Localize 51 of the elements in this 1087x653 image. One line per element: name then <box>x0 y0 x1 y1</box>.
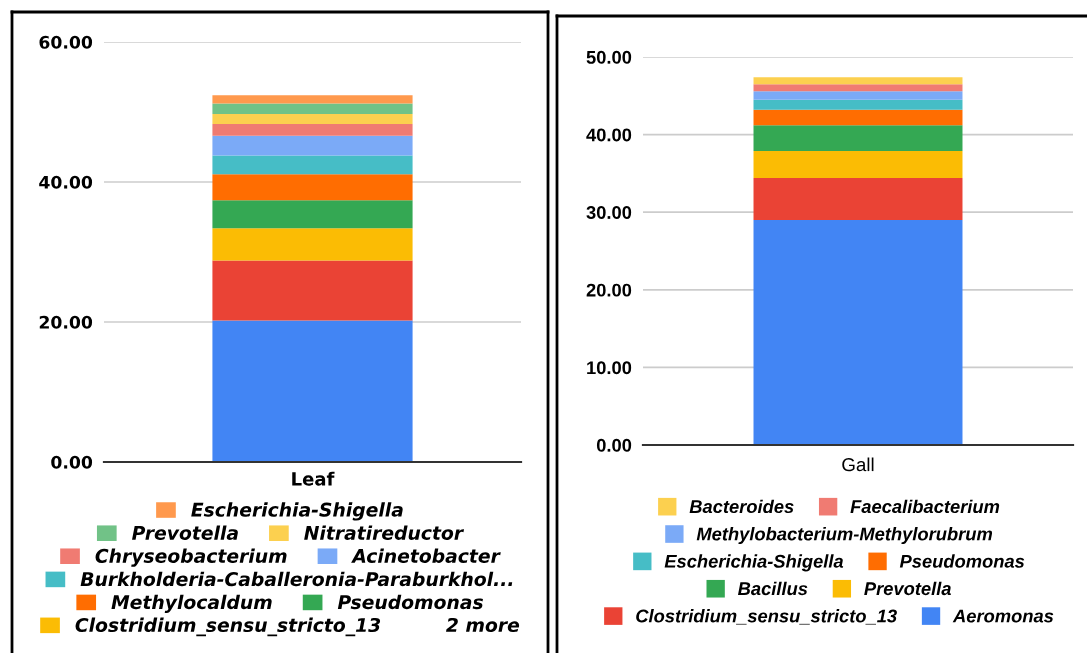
bar <box>212 114 413 124</box>
legend-label: Escherichia-Shigella <box>191 502 403 521</box>
legend-label: Clostridium_sensu_stricto_13 <box>75 617 381 637</box>
bar <box>212 123 413 136</box>
y-tick-label: 20.00 <box>39 315 93 329</box>
y-tick-label: 30.00 <box>586 206 632 220</box>
legend-label: Pseudomonas <box>337 594 483 610</box>
legend-label: Methylocaldum <box>111 594 272 613</box>
y-tick-label: 40.00 <box>39 175 93 189</box>
bar <box>753 150 963 179</box>
y-tick-label: 10.00 <box>587 361 632 375</box>
bar <box>753 219 963 445</box>
bar <box>212 320 413 462</box>
bar <box>753 125 963 151</box>
legend-label: Nitratireductor <box>304 525 465 540</box>
legend-label: Methylobacterium-Methylorubrum <box>696 526 993 545</box>
legend-label: Faecalibacterium <box>850 499 1000 514</box>
legend-label: Bacteroides <box>689 499 794 514</box>
bar <box>212 260 413 321</box>
y-tick-label: 40.00 <box>586 128 632 142</box>
bar <box>212 135 413 156</box>
bar <box>753 77 963 85</box>
legend-label: Prevotella <box>132 525 238 540</box>
y-tick-label: 50.00 <box>586 50 632 64</box>
y-tick-label: 20.00 <box>586 283 632 297</box>
bar <box>753 91 963 100</box>
x-tick-label: Leaf <box>292 471 335 486</box>
y-tick-label: 0.00 <box>51 455 93 469</box>
bar <box>212 95 413 104</box>
bar <box>212 174 413 201</box>
legend-label: Acinetobacter <box>351 548 501 563</box>
legend-label: Pseudomonas <box>899 554 1025 568</box>
bar <box>212 155 413 175</box>
legend-label: Escherichia-Shigella <box>664 554 844 572</box>
legend-label: Aeromonas <box>952 609 1054 623</box>
legend-label: Chryseobacterium <box>95 548 287 567</box>
bar <box>212 103 413 115</box>
legend-label: Prevotella <box>864 581 951 596</box>
legend-label: Bacillus <box>737 581 808 596</box>
legend-label: Clostridium_sensu_stricto_13 <box>636 609 897 625</box>
legend-label: Burkholderia-Caballeronia-Paraburkhol... <box>80 571 513 587</box>
bar <box>753 109 963 126</box>
bar <box>753 178 963 220</box>
y-tick-label: 60.00 <box>39 35 93 49</box>
bar <box>753 84 963 92</box>
y-tick-label: 0.00 <box>596 438 632 452</box>
x-tick-label: Gall <box>842 457 874 472</box>
bar <box>212 228 413 261</box>
bar <box>212 200 413 229</box>
text: 2 more <box>446 617 520 633</box>
bar <box>753 99 963 110</box>
